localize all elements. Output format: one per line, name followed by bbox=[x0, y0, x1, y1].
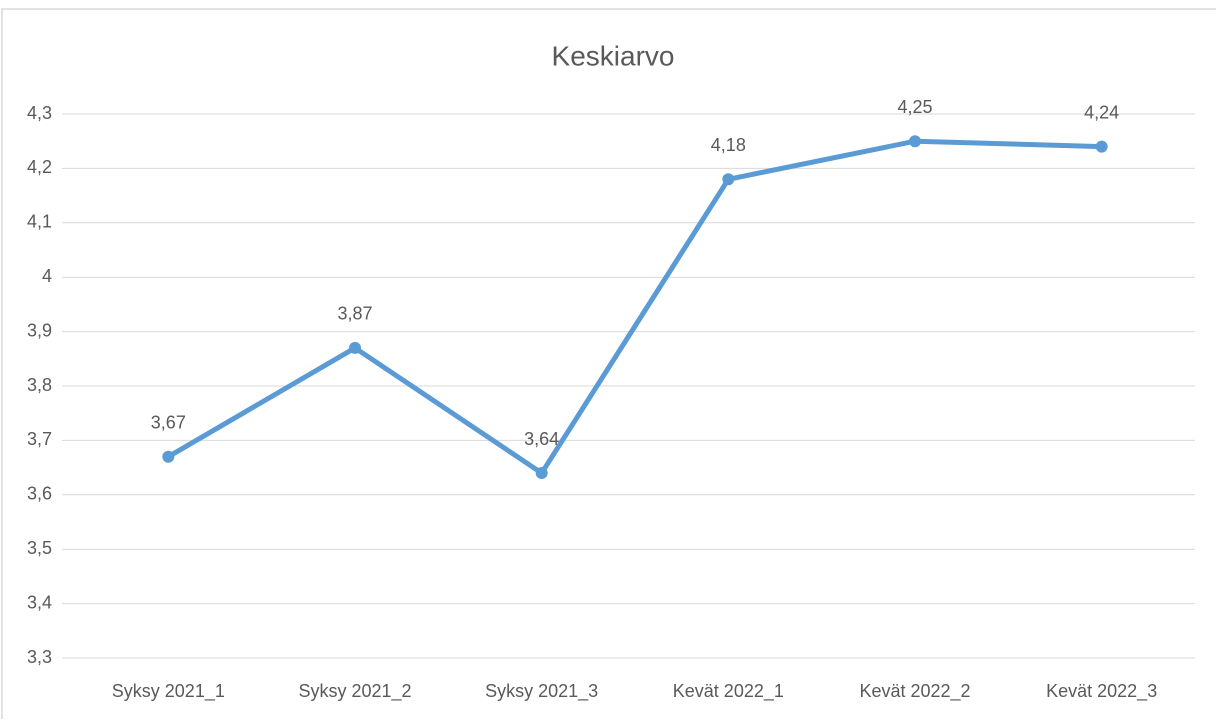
data-label: 3,67 bbox=[151, 412, 186, 432]
x-tick-label: Syksy 2021_2 bbox=[298, 681, 411, 702]
marker bbox=[722, 173, 735, 186]
chart-title: Keskiarvo bbox=[552, 40, 675, 71]
x-tick-label: Syksy 2021_1 bbox=[112, 681, 225, 702]
y-tick-label: 3,4 bbox=[27, 592, 52, 612]
x-tick-label: Syksy 2021_3 bbox=[485, 681, 598, 702]
marker bbox=[535, 467, 548, 480]
data-label: 3,87 bbox=[337, 304, 372, 324]
y-tick-label: 3,7 bbox=[27, 429, 52, 449]
data-label: 4,25 bbox=[897, 97, 932, 117]
marker bbox=[1095, 140, 1108, 153]
y-tick-label: 3,5 bbox=[27, 538, 52, 558]
y-tick-label: 3,6 bbox=[27, 484, 52, 504]
data-label: 4,24 bbox=[1084, 102, 1119, 122]
y-tick-label: 4,2 bbox=[27, 157, 52, 177]
x-tick-label: Kevät 2022_1 bbox=[673, 681, 784, 702]
y-tick-label: 3,3 bbox=[27, 647, 52, 667]
data-label: 4,18 bbox=[711, 135, 746, 155]
y-tick-label: 4,1 bbox=[27, 212, 52, 232]
data-label: 3,64 bbox=[524, 429, 559, 449]
x-tick-label: Kevät 2022_3 bbox=[1046, 681, 1157, 702]
y-tick-label: 4 bbox=[42, 266, 52, 286]
marker bbox=[349, 341, 361, 354]
y-tick-label: 3,8 bbox=[27, 375, 52, 395]
marker bbox=[909, 135, 921, 148]
line bbox=[167, 138, 1102, 476]
x-tick-label: Kevät 2022_2 bbox=[859, 681, 970, 702]
marker bbox=[162, 450, 175, 463]
y-tick-label: 4,3 bbox=[27, 103, 52, 123]
y-tick-label: 3,9 bbox=[27, 320, 52, 340]
